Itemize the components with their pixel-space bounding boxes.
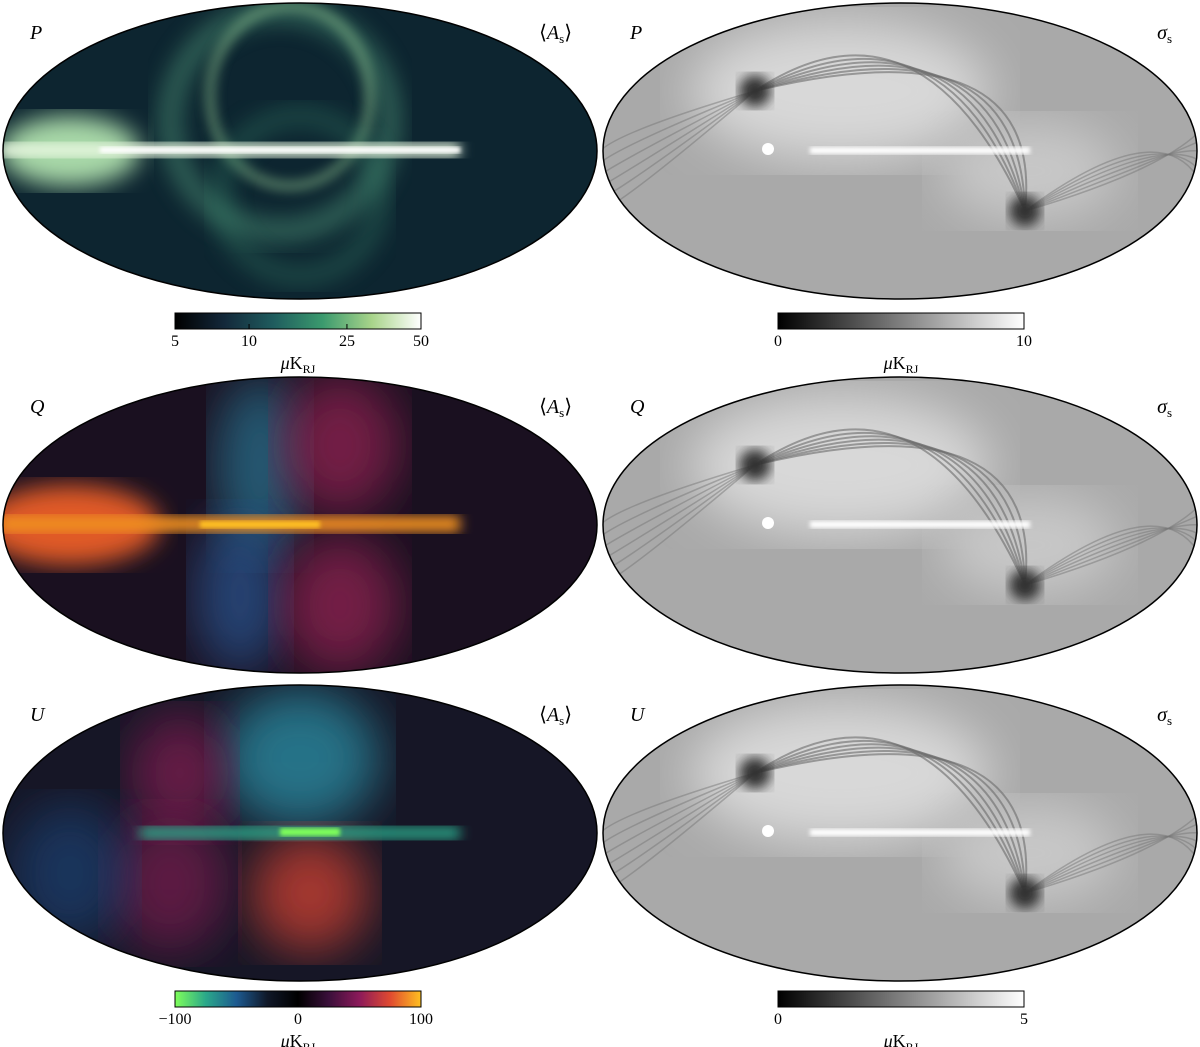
unit-prefix: μ <box>280 1031 290 1047</box>
stat-close: ⟩ <box>564 396 572 418</box>
stat-sub: s <box>1167 31 1172 46</box>
unit-sub: RJ <box>906 362 919 376</box>
stat-open: ⟨ <box>539 704 547 726</box>
colorbar-tick-label: 25 <box>339 333 355 350</box>
map-outline <box>2 376 598 674</box>
map-outline <box>2 684 598 982</box>
sky-map <box>603 685 1197 981</box>
colorbar-tick-label: 50 <box>413 333 429 350</box>
colorbar <box>777 312 1025 330</box>
stokes-label: U <box>630 704 646 726</box>
sky-map <box>3 377 597 673</box>
colorbar <box>174 312 422 330</box>
unit-prefix: μ <box>883 1031 893 1047</box>
unit-main: K <box>290 1031 303 1047</box>
colorbar-unit: μKRJ <box>883 353 919 376</box>
stat-label: ⟨As⟩ <box>539 704 572 728</box>
sky-map <box>3 3 597 299</box>
map-outline <box>602 684 1198 982</box>
colorbar <box>777 990 1025 1008</box>
stat-sub: s <box>559 713 564 728</box>
stat-sub: s <box>559 405 564 420</box>
sky-map <box>603 3 1197 299</box>
sky-map <box>603 377 1197 673</box>
colorbar-tick-label: −100 <box>158 1011 191 1028</box>
colorbar-tick-label: 0 <box>774 333 782 350</box>
colorbar-tick-label: 10 <box>1016 333 1032 350</box>
stat-sub: s <box>1167 405 1172 420</box>
stat-close: ⟩ <box>564 704 572 726</box>
stat-sub: s <box>1167 713 1172 728</box>
stat-open: ⟨ <box>539 396 547 418</box>
stokes-label: U <box>30 704 46 726</box>
stat-symbol: A <box>545 396 560 418</box>
unit-sub: RJ <box>303 362 316 376</box>
stat-symbol: A <box>545 22 560 44</box>
stat-label: σs <box>1157 22 1172 46</box>
stat-label: σs <box>1157 396 1172 420</box>
stat-symbol: σ <box>1157 396 1168 418</box>
stat-label: ⟨As⟩ <box>539 396 572 420</box>
unit-prefix: μ <box>280 353 290 373</box>
unit-main: K <box>893 1031 906 1047</box>
stokes-label: P <box>29 22 42 44</box>
stat-symbol: σ <box>1157 704 1168 726</box>
stokes-label: Q <box>30 396 45 418</box>
map-outline <box>2 2 598 300</box>
stat-symbol: A <box>545 704 560 726</box>
colorbar-tick-label: 5 <box>1020 1011 1028 1028</box>
colorbar-tick-label: 10 <box>241 333 257 350</box>
stat-label: ⟨As⟩ <box>539 22 572 46</box>
stat-symbol: σ <box>1157 22 1168 44</box>
stokes-label: Q <box>630 396 645 418</box>
stokes-label: P <box>629 22 642 44</box>
colorbar-unit: μKRJ <box>280 353 316 376</box>
sky-map <box>3 685 597 981</box>
colorbar-tick-label: 0 <box>294 1011 302 1028</box>
colorbar-tick-label: 0 <box>774 1011 782 1028</box>
stat-open: ⟨ <box>539 22 547 44</box>
unit-main: K <box>290 353 303 373</box>
map-outline <box>602 376 1198 674</box>
unit-prefix: μ <box>883 353 893 373</box>
unit-sub: RJ <box>906 1040 919 1047</box>
stat-close: ⟩ <box>564 22 572 44</box>
colorbar-unit: μKRJ <box>280 1031 316 1047</box>
stat-label: σs <box>1157 704 1172 728</box>
colorbar-tick-label: 100 <box>409 1011 433 1028</box>
map-outline <box>602 2 1198 300</box>
unit-sub: RJ <box>303 1040 316 1047</box>
colorbar-tick-label: 5 <box>171 333 179 350</box>
stat-sub: s <box>559 31 564 46</box>
unit-main: K <box>893 353 906 373</box>
colorbar-unit: μKRJ <box>883 1031 919 1047</box>
